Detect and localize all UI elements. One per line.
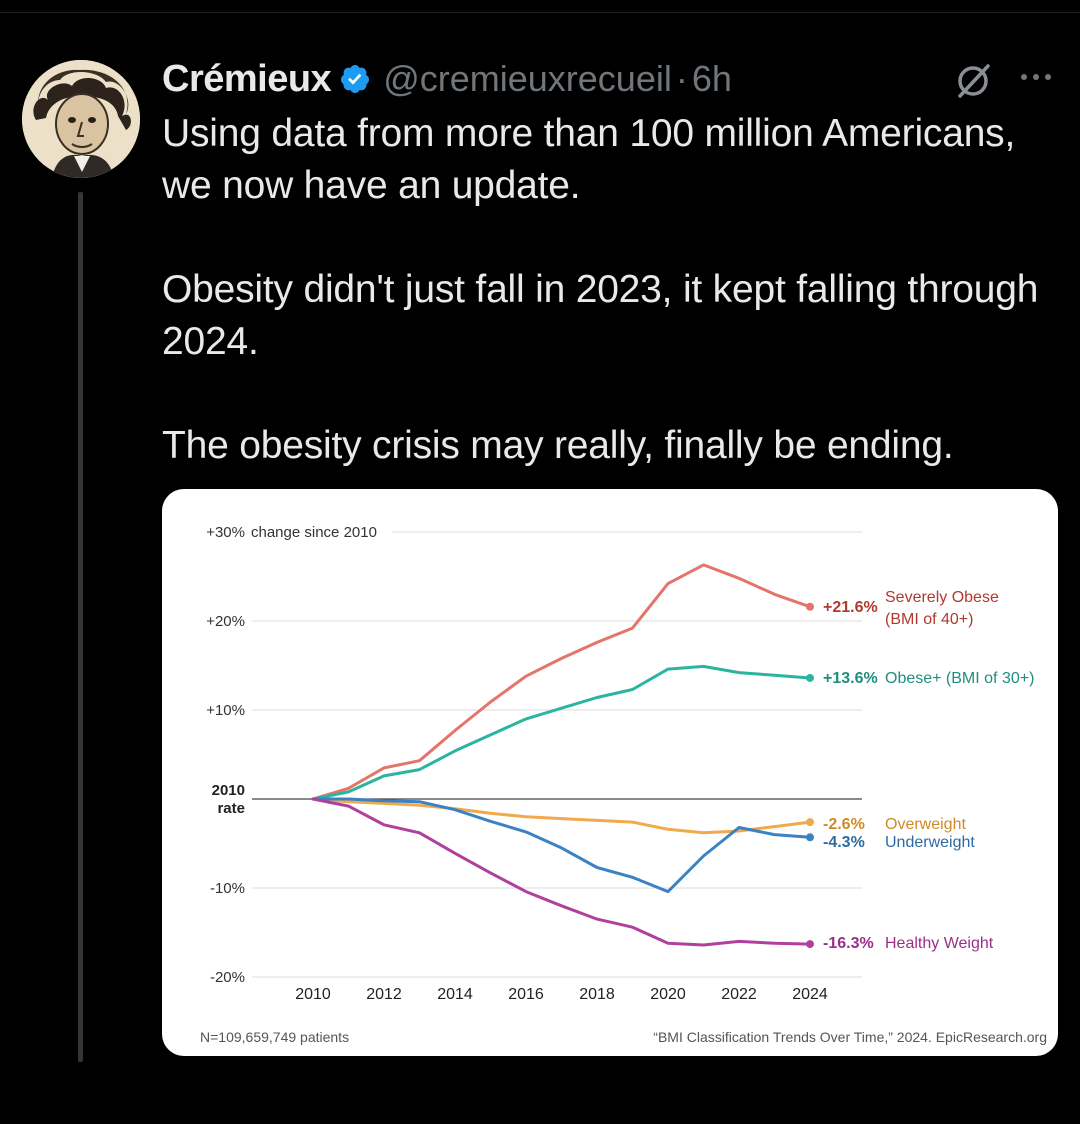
- x-tick-label: 2020: [650, 986, 686, 1003]
- x-tick-label: 2016: [508, 986, 544, 1003]
- x-tick-label: 2012: [366, 986, 402, 1003]
- series-line-obese-: [311, 664, 812, 801]
- y-tick-label: -20%: [210, 969, 245, 986]
- tweet-paragraph-2: Obesity didn't just fall in 2023, it kep…: [162, 268, 1039, 363]
- tweet-header: Crémieux @cremieuxrecueil · 6h: [162, 56, 732, 102]
- timestamp[interactable]: 6h: [691, 58, 732, 99]
- handle[interactable]: @cremieuxrecueil: [383, 58, 672, 99]
- display-name[interactable]: Crémieux: [162, 57, 332, 100]
- chart-footer-left: N=109,659,749 patients: [200, 1029, 349, 1045]
- x-tick-label: 2022: [721, 986, 757, 1003]
- series-end-point: [806, 818, 814, 827]
- baseline-label-line2: rate: [217, 800, 245, 817]
- x-tick-label: 2010: [295, 986, 331, 1003]
- series-name-label: Healthy Weight: [885, 935, 994, 952]
- series-line-healthy-weight: [311, 797, 812, 947]
- series-name-label: Obese+ (BMI of 30+): [885, 670, 1034, 687]
- series-end-point: [806, 940, 814, 949]
- thread-line: [78, 192, 83, 1062]
- separator-dot: ·: [675, 58, 688, 99]
- avatar-image: [22, 60, 140, 178]
- series-value-label: +21.6%: [823, 599, 878, 616]
- avatar[interactable]: [22, 60, 140, 178]
- series-value-label: +13.6%: [823, 670, 878, 687]
- series-name-label: (BMI of 40+): [885, 611, 973, 628]
- more-options-icon[interactable]: [1016, 62, 1056, 92]
- series-name-label: Severely Obese: [885, 589, 999, 606]
- y-tick-label: +30%: [206, 524, 245, 541]
- series-name-label: Overweight: [885, 816, 966, 833]
- x-tick-label: 2014: [437, 986, 473, 1003]
- tweet-text: Using data from more than 100 million Am…: [162, 108, 1042, 472]
- series-line-severely-obese: [311, 563, 812, 801]
- x-tick-label: 2024: [792, 986, 828, 1003]
- grok-icon[interactable]: [954, 60, 994, 100]
- verified-badge-icon: [341, 65, 370, 93]
- series-end-point: [806, 602, 814, 611]
- tweet-paragraph-3: The obesity crisis may really, finally b…: [162, 424, 954, 467]
- series-line-overweight: [311, 797, 812, 835]
- top-divider: [0, 12, 1080, 13]
- series-value-label: -4.3%: [823, 834, 865, 851]
- series-value-label: -2.6%: [823, 816, 865, 833]
- series-end-point: [806, 833, 814, 842]
- baseline-label-line1: 2010: [212, 782, 245, 799]
- series-end-point: [806, 673, 814, 682]
- series-name-label: Underweight: [885, 834, 975, 851]
- chart-title: change since 2010: [251, 524, 377, 541]
- series-line-underweight: [311, 797, 812, 894]
- series-value-label: -16.3%: [823, 935, 874, 952]
- y-tick-label: -10%: [210, 880, 245, 897]
- y-tick-label: +10%: [206, 702, 245, 719]
- x-tick-label: 2018: [579, 986, 615, 1003]
- y-tick-label: +20%: [206, 613, 245, 630]
- chart-image[interactable]: +30% +20% +10% 2010 rate -10% -20% change since…: [162, 489, 1058, 1056]
- chart-footer-right: “BMI Classification Trends Over Time,” 2…: [653, 1029, 1047, 1045]
- tweet-paragraph-1: Using data from more than 100 million Am…: [162, 112, 1016, 207]
